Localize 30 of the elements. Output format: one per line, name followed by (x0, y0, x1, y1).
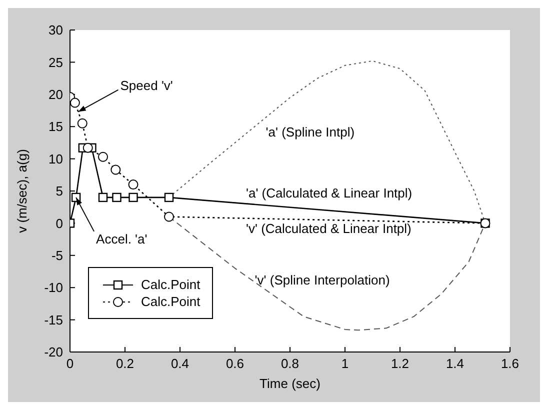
annotation: 'v' (Calculated & Linear Intpl) (246, 221, 412, 236)
x-tick-label: 1.4 (446, 356, 464, 372)
y-tick-label: -20 (44, 344, 63, 360)
legend-label: Calc.Point (141, 294, 200, 309)
y-tick-label: 20 (48, 87, 63, 102)
y-tick-label: 0 (56, 216, 63, 231)
x-tick-label: 0.6 (226, 356, 244, 372)
y-tick-label: -10 (44, 280, 63, 296)
x-tick-label: 1.2 (390, 356, 410, 372)
x-tick-label: 0.8 (280, 356, 300, 372)
x-tick-label: 1.6 (500, 356, 520, 372)
y-tick-label: 30 (48, 22, 63, 38)
annotation: 'a' (Spline Intpl) (266, 124, 355, 140)
y-tick-label: -15 (44, 312, 63, 328)
annotation: 'a' (Calculated & Linear Intpl) (246, 186, 412, 201)
y-tick-label: 25 (48, 54, 63, 70)
y-tick-label: 10 (48, 151, 63, 166)
annotation: Accel. 'a' (96, 231, 148, 246)
x-axis-title: Time (sec) (260, 376, 320, 391)
annotation: 'v' (Spline Interpolation) (254, 272, 390, 288)
annotation: Speed 'v' (120, 78, 173, 93)
legend-label: Calc.Point (141, 277, 200, 292)
y-tick-label: 5 (56, 184, 63, 199)
x-tick-label: 1 (341, 356, 349, 372)
y-axis-title: v (m/sec), a(g) (14, 149, 30, 233)
y-tick-label: -5 (51, 248, 63, 264)
y-tick-label: 15 (48, 119, 63, 134)
x-tick-label: 0.4 (170, 356, 190, 372)
x-tick-label: 0.2 (116, 356, 134, 372)
x-tick-label: 0 (66, 356, 74, 372)
